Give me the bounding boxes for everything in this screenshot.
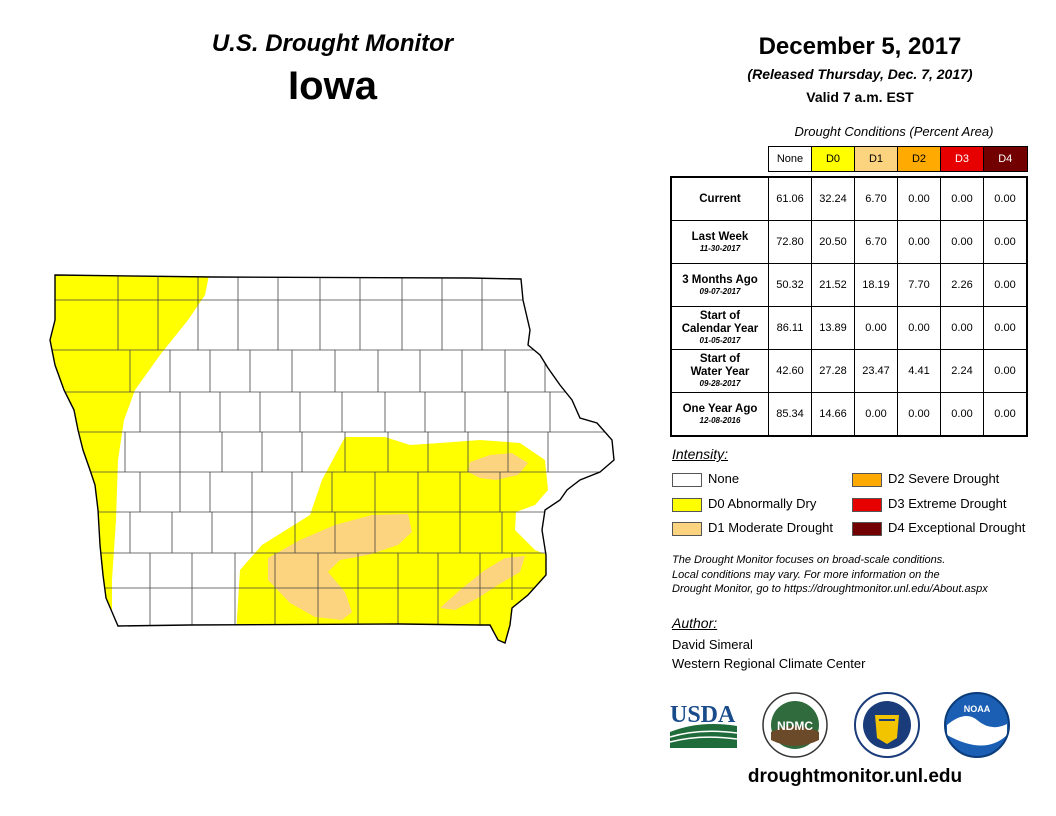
iowa-drought-map bbox=[49, 274, 615, 644]
legend-swatch bbox=[672, 497, 702, 512]
table-row: Last Week 11-30-2017 72.80 20.50 6.70 0.0… bbox=[670, 220, 1028, 264]
county-lines bbox=[50, 275, 614, 625]
usda-logo: USDA bbox=[669, 702, 738, 748]
partner-logos: USDA NDMC NOAA bbox=[669, 692, 1010, 758]
cell-d2: 4.41 bbox=[897, 349, 941, 393]
cell-none: 72.80 bbox=[768, 220, 812, 264]
cell-d3: 0.00 bbox=[940, 306, 984, 350]
disclaimer-note: The Drought Monitor focuses on broad-sca… bbox=[672, 554, 988, 595]
cell-d0: 13.89 bbox=[811, 306, 855, 350]
legend-swatch bbox=[672, 521, 702, 536]
cell-d2: 0.00 bbox=[897, 220, 941, 264]
commerce-seal-logo bbox=[854, 692, 920, 758]
cell-none: 42.60 bbox=[768, 349, 812, 393]
author-label: Author: bbox=[672, 615, 718, 631]
cell-d4: 0.00 bbox=[983, 220, 1028, 264]
cell-none: 61.06 bbox=[768, 176, 812, 221]
table-title: Drought Conditions (Percent Area) bbox=[794, 124, 994, 139]
cell-d0: 21.52 bbox=[811, 263, 855, 307]
legend-none: None bbox=[672, 471, 739, 487]
ndmc-logo: NDMC bbox=[762, 692, 828, 758]
legend-swatch bbox=[852, 497, 882, 512]
cell-d0: 27.28 bbox=[811, 349, 855, 393]
cell-d3: 2.24 bbox=[940, 349, 984, 393]
legend-d1: D1 Moderate Drought bbox=[672, 520, 833, 536]
noaa-logo: NOAA bbox=[944, 692, 1010, 758]
cell-d4: 0.00 bbox=[983, 306, 1028, 350]
map-date: December 5, 2017 bbox=[758, 33, 962, 60]
legend-title: Intensity: bbox=[672, 446, 729, 462]
row-label: Last Week 11-30-2017 bbox=[670, 220, 769, 264]
d1-southeast-region bbox=[440, 556, 525, 610]
table-row: Start of Water Year 09-28-2017 42.60 27.28… bbox=[670, 349, 1028, 393]
cell-d1: 6.70 bbox=[854, 176, 898, 221]
cell-d0: 14.66 bbox=[811, 392, 855, 437]
cell-d0: 20.50 bbox=[811, 220, 855, 264]
svg-text:NOAA: NOAA bbox=[964, 704, 991, 714]
table-row: Current 61.06 32.24 6.70 0.00 0.00 0.00 bbox=[670, 176, 1028, 221]
cell-d3: 0.00 bbox=[940, 176, 984, 221]
cell-d4: 0.00 bbox=[983, 349, 1028, 393]
legend-d3: D3 Extreme Drought bbox=[852, 496, 1007, 512]
d1-east-region bbox=[468, 453, 528, 480]
state-name: Iowa bbox=[288, 64, 377, 108]
valid-time: Valid 7 a.m. EST bbox=[806, 89, 914, 105]
cell-d3: 2.26 bbox=[940, 263, 984, 307]
row-label: 3 Months Ago 09-07-2017 bbox=[670, 263, 769, 307]
map-title: U.S. Drought Monitor bbox=[211, 30, 454, 57]
release-date: (Released Thursday, Dec. 7, 2017) bbox=[747, 66, 973, 82]
col-d4: D4 bbox=[983, 146, 1028, 172]
svg-text:NDMC: NDMC bbox=[777, 719, 813, 733]
cell-d2: 0.00 bbox=[897, 176, 941, 221]
col-d3: D3 bbox=[940, 146, 984, 172]
cell-d1: 23.47 bbox=[854, 349, 898, 393]
cell-d2: 0.00 bbox=[897, 306, 941, 350]
legend-d0: D0 Abnormally Dry bbox=[672, 496, 816, 512]
drought-conditions-table: None D0 D1 D2 D3 D4 Current 61.06 32.24 … bbox=[670, 146, 1028, 437]
col-d2: D2 bbox=[897, 146, 941, 172]
cell-d1: 0.00 bbox=[854, 392, 898, 437]
table-row: Start of Calendar Year 01-05-2017 86.11 13… bbox=[670, 306, 1028, 350]
col-d1: D1 bbox=[854, 146, 898, 172]
cell-d2: 0.00 bbox=[897, 392, 941, 437]
legend-d4: D4 Exceptional Drought bbox=[852, 520, 1025, 536]
website-url: droughtmonitor.unl.edu bbox=[747, 766, 963, 787]
table-row: One Year Ago 12-08-2016 85.34 14.66 0.00 … bbox=[670, 392, 1028, 437]
row-label: Start of Calendar Year 01-05-2017 bbox=[670, 306, 769, 350]
cell-none: 85.34 bbox=[768, 392, 812, 437]
cell-d4: 0.00 bbox=[983, 263, 1028, 307]
d1-south-central-region bbox=[268, 514, 412, 620]
cell-d3: 0.00 bbox=[940, 220, 984, 264]
legend-swatch bbox=[852, 521, 882, 536]
author-org: Western Regional Climate Center bbox=[672, 656, 866, 671]
cell-d4: 0.00 bbox=[983, 176, 1028, 221]
cell-d4: 0.00 bbox=[983, 392, 1028, 437]
cell-d3: 0.00 bbox=[940, 392, 984, 437]
col-none: None bbox=[768, 146, 812, 172]
legend-d2: D2 Severe Drought bbox=[852, 471, 999, 487]
row-label: Current bbox=[670, 176, 769, 221]
legend-swatch bbox=[672, 472, 702, 487]
col-d0: D0 bbox=[811, 146, 855, 172]
cell-d2: 7.70 bbox=[897, 263, 941, 307]
cell-d1: 0.00 bbox=[854, 306, 898, 350]
svg-text:USDA: USDA bbox=[670, 702, 736, 728]
row-label: One Year Ago 12-08-2016 bbox=[670, 392, 769, 437]
table-row: 3 Months Ago 09-07-2017 50.32 21.52 18.19… bbox=[670, 263, 1028, 307]
cell-none: 86.11 bbox=[768, 306, 812, 350]
row-label: Start of Water Year 09-28-2017 bbox=[670, 349, 769, 393]
cell-d1: 18.19 bbox=[854, 263, 898, 307]
cell-none: 50.32 bbox=[768, 263, 812, 307]
cell-d1: 6.70 bbox=[854, 220, 898, 264]
legend-swatch bbox=[852, 472, 882, 487]
cell-d0: 32.24 bbox=[811, 176, 855, 221]
author-name: David Simeral bbox=[672, 637, 753, 652]
